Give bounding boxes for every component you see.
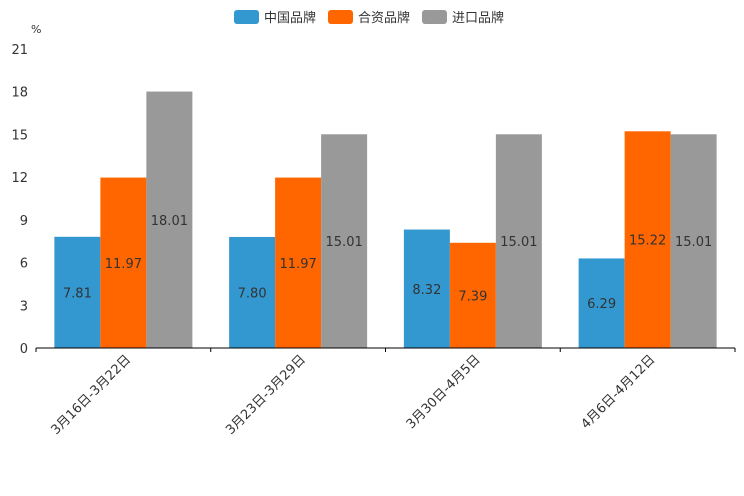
legend-label-import: 进口品牌 [452, 11, 505, 26]
data-label: 15.01 [500, 235, 537, 250]
y-unit-label: % [31, 23, 41, 36]
legend-item-jv[interactable]: 合资品牌 [328, 7, 410, 26]
bar [229, 236, 276, 348]
y-tick-label: 18 [11, 86, 28, 101]
legend-swatch-china [234, 9, 259, 24]
data-label: 7.39 [458, 289, 487, 304]
bar [670, 134, 717, 348]
data-label: 18.01 [151, 214, 188, 229]
bar [624, 131, 671, 348]
bar [495, 134, 542, 348]
legend-label-jv: 合资品牌 [358, 11, 411, 26]
y-tick-label: 3 [20, 299, 28, 314]
bar [100, 177, 147, 348]
bar [321, 134, 368, 348]
bar [578, 258, 625, 348]
legend-item-import[interactable]: 进口品牌 [422, 7, 504, 26]
data-label: 7.81 [63, 286, 92, 301]
data-label: 7.80 [238, 286, 267, 301]
data-label: 15.01 [326, 235, 363, 250]
data-label: 15.22 [629, 234, 666, 249]
x-tick-label: 3月23日-3月29日 [223, 352, 309, 438]
legend: 中国品牌 合资品牌 进口品牌 [234, 7, 504, 26]
legend-item-china[interactable]: 中国品牌 [234, 7, 316, 26]
legend-label-china: 中国品牌 [264, 11, 317, 26]
y-tick-label: 6 [20, 257, 28, 272]
legend-swatch-jv [328, 9, 354, 24]
bar [403, 229, 450, 348]
bar [449, 242, 496, 348]
y-tick-label: 0 [20, 342, 28, 357]
y-tick-label: 12 [11, 171, 28, 186]
bar [54, 236, 101, 348]
bar [275, 177, 322, 348]
y-tick-label: 21 [11, 43, 28, 58]
y-tick-label: 15 [11, 128, 28, 143]
x-tick-label: 3月16日-3月22日 [48, 352, 134, 438]
legend-swatch-import [422, 9, 448, 24]
x-tick-label: 3月30日-4月5日 [404, 352, 484, 432]
data-label: 8.32 [412, 283, 441, 298]
data-label: 11.97 [105, 257, 142, 272]
bar [146, 91, 193, 349]
data-label: 6.29 [587, 297, 616, 312]
data-label: 15.01 [675, 235, 712, 250]
y-tick-label: 9 [20, 214, 28, 229]
data-label: 11.97 [280, 257, 317, 272]
x-tick-label: 4月6日-4月12日 [579, 352, 659, 432]
